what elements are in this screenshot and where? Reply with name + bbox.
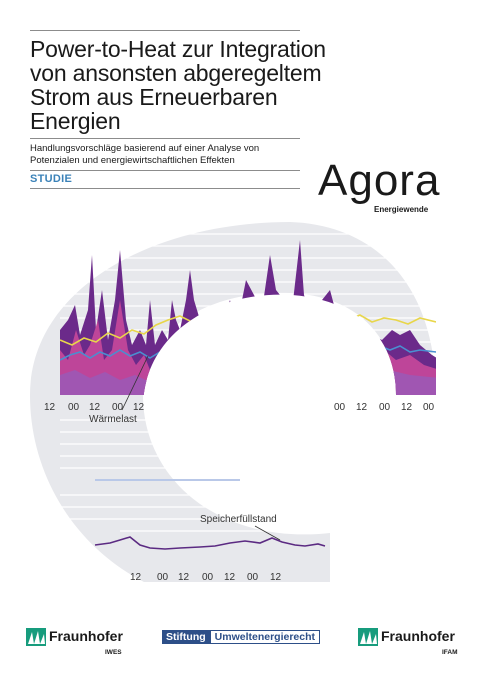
cover-artwork: 12 00 12 00 12 00 12 00 12 00 12 00 12 0… <box>29 222 436 582</box>
top-rule <box>30 30 300 31</box>
storage-level-line <box>94 536 326 550</box>
right-tick-3: 00 <box>379 402 391 413</box>
document-type-label: STUDIE <box>30 173 73 185</box>
lower-tick-5: 12 <box>224 572 236 582</box>
lower-gridlines <box>60 419 330 532</box>
title-rule <box>30 138 300 139</box>
fraunhofer-mark-icon <box>358 628 378 646</box>
upper-tick-4: 00 <box>112 402 124 413</box>
right-tick-5: 00 <box>423 402 435 413</box>
upper-tick-5: 12 <box>133 402 145 413</box>
fraunhofer-ifam-logo: Fraunhofer IFAM <box>358 627 468 659</box>
fraunhofer-word-left: Fraunhofer <box>49 628 123 644</box>
fraunhofer-iwes-logo: Fraunhofer IWES <box>26 627 146 659</box>
upper-tick-3: 12 <box>89 402 101 413</box>
lower-tick-6: 00 <box>247 572 259 582</box>
agora-logo-word: Agora <box>318 156 441 205</box>
lower-tick-7: 12 <box>270 572 282 582</box>
storage-annotation-pointer <box>254 525 281 541</box>
upper-tick-2: 00 <box>68 402 80 413</box>
lower-hour-ticks: 12 00 12 00 12 00 12 <box>130 572 282 582</box>
right-hour-ticks: 00 12 00 12 00 <box>334 402 435 413</box>
label-rule <box>30 188 300 189</box>
upper-tick-1: 12 <box>44 402 56 413</box>
cover-subtitle: Handlungsvorschläge basierend auf einer … <box>30 143 260 166</box>
fraunhofer-institute-right: IFAM <box>442 649 458 656</box>
fraunhofer-word-right: Fraunhofer <box>381 628 455 644</box>
right-tick-4: 12 <box>401 402 413 413</box>
fraunhofer-institute-left: IWES <box>105 649 122 656</box>
stiftung-umweltenergierecht-logo: Stiftung Umweltenergierecht <box>162 630 321 644</box>
stiftung-logo-part-b: Umweltenergierecht <box>209 630 321 644</box>
annotation-waermelast: Wärmelast <box>89 414 137 425</box>
right-tick-1: 00 <box>334 402 346 413</box>
cover-title: Power-to-Heat zur Integration von ansons… <box>30 36 326 134</box>
upper-hour-ticks: 12 00 12 00 12 <box>44 402 145 413</box>
lower-tick-2: 00 <box>157 572 169 582</box>
annotation-speicherfuellstand: Speicherfüllstand <box>200 514 277 525</box>
ring-background <box>29 222 436 582</box>
lower-tick-3: 12 <box>178 572 190 582</box>
lower-tick-4: 00 <box>202 572 214 582</box>
stiftung-logo-part-a: Stiftung <box>162 630 210 644</box>
right-tick-2: 12 <box>356 402 368 413</box>
agora-logo-sub: Energiewende <box>374 205 429 214</box>
lower-tick-1: 12 <box>130 572 142 582</box>
subtitle-rule <box>30 170 300 171</box>
load-annotation-pointer <box>121 355 149 411</box>
fraunhofer-mark-icon <box>26 628 46 646</box>
